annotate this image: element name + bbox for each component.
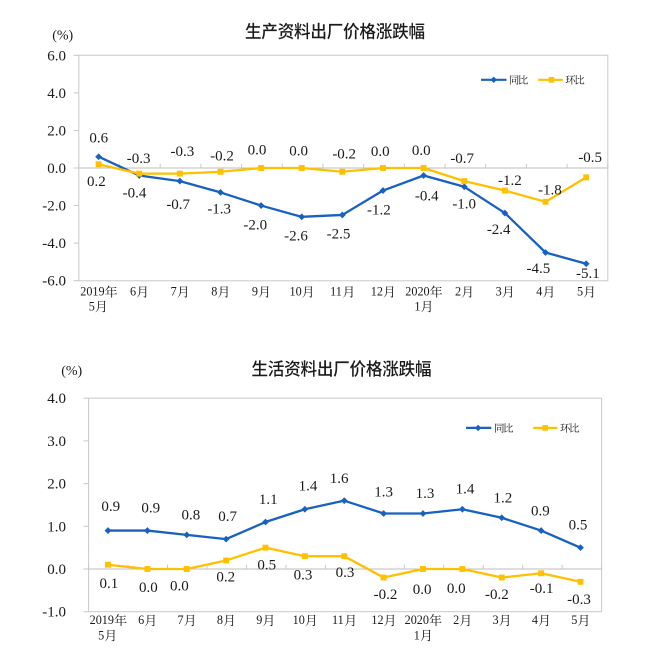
svg-text:5: 5 <box>89 299 95 313</box>
svg-text:-0.2: -0.2 <box>210 148 234 164</box>
svg-text:1.6: 1.6 <box>330 471 349 487</box>
svg-text:0.0: 0.0 <box>47 161 66 177</box>
svg-text:1: 1 <box>414 299 420 313</box>
svg-text:-1.0: -1.0 <box>42 605 66 621</box>
svg-text:0.5: 0.5 <box>569 517 588 533</box>
svg-text:0.2: 0.2 <box>216 570 235 586</box>
svg-text:11: 11 <box>332 613 344 627</box>
svg-text:-1.2: -1.2 <box>498 173 522 189</box>
svg-text:1.0: 1.0 <box>47 519 66 535</box>
svg-text:0.5: 0.5 <box>257 558 276 574</box>
svg-text:5: 5 <box>98 628 104 642</box>
svg-text:-0.7: -0.7 <box>450 151 474 167</box>
svg-text:-2.0: -2.0 <box>243 217 267 233</box>
svg-text:-1.0: -1.0 <box>452 197 476 213</box>
svg-text:(%): (%) <box>52 28 73 43</box>
svg-text:2: 2 <box>455 285 461 299</box>
svg-text:4.0: 4.0 <box>47 86 66 102</box>
svg-text:7: 7 <box>171 285 177 299</box>
svg-text:5: 5 <box>577 285 583 299</box>
svg-text:1: 1 <box>414 628 420 642</box>
svg-text:0.6: 0.6 <box>89 130 108 146</box>
svg-text:0.0: 0.0 <box>371 144 390 160</box>
svg-text:10: 10 <box>289 285 301 299</box>
svg-text:2020: 2020 <box>405 285 429 299</box>
svg-text:-6.0: -6.0 <box>42 274 66 290</box>
svg-text:2020: 2020 <box>405 613 429 627</box>
svg-text:1.3: 1.3 <box>416 486 435 502</box>
svg-text:-0.2: -0.2 <box>332 147 356 163</box>
svg-text:-0.4: -0.4 <box>123 186 147 202</box>
svg-text:-1.3: -1.3 <box>207 201 231 217</box>
svg-text:-0.2: -0.2 <box>485 587 509 603</box>
svg-text:6: 6 <box>130 285 136 299</box>
svg-text:-0.1: -0.1 <box>530 581 554 597</box>
svg-text:0.2: 0.2 <box>87 174 106 190</box>
svg-text:0.0: 0.0 <box>170 579 189 595</box>
svg-text:0.1: 0.1 <box>100 576 119 592</box>
svg-text:0.9: 0.9 <box>101 499 120 515</box>
svg-text:-2.4: -2.4 <box>487 222 511 238</box>
svg-text:1.3: 1.3 <box>374 484 393 500</box>
svg-text:10: 10 <box>293 613 305 627</box>
svg-text:2.0: 2.0 <box>47 477 66 493</box>
svg-text:-0.3: -0.3 <box>567 592 591 608</box>
svg-text:-1.8: -1.8 <box>538 182 562 198</box>
svg-text:0.0: 0.0 <box>447 581 466 597</box>
svg-text:-0.5: -0.5 <box>578 150 602 166</box>
svg-text:3: 3 <box>493 613 499 627</box>
svg-text:1.2: 1.2 <box>494 491 513 507</box>
svg-text:9: 9 <box>252 285 258 299</box>
svg-text:0.3: 0.3 <box>294 567 313 583</box>
svg-text:8: 8 <box>211 285 217 299</box>
svg-text:-4.0: -4.0 <box>42 236 66 252</box>
svg-text:7: 7 <box>178 613 184 627</box>
svg-text:-0.7: -0.7 <box>166 197 190 213</box>
svg-text:1.1: 1.1 <box>259 492 278 508</box>
svg-text:1.4: 1.4 <box>299 479 318 495</box>
svg-text:-2.0: -2.0 <box>42 199 66 215</box>
svg-text:-5.1: -5.1 <box>576 266 600 282</box>
svg-text:6: 6 <box>138 613 144 627</box>
svg-text:-0.3: -0.3 <box>127 151 151 167</box>
svg-text:0.0: 0.0 <box>412 143 431 159</box>
svg-text:0.0: 0.0 <box>248 143 267 159</box>
svg-text:2.0: 2.0 <box>47 123 66 139</box>
svg-text:0.0: 0.0 <box>289 143 308 159</box>
svg-text:11: 11 <box>330 285 342 299</box>
svg-text:3.0: 3.0 <box>47 434 66 450</box>
svg-text:-2.5: -2.5 <box>327 226 351 242</box>
svg-text:(%): (%) <box>61 364 82 379</box>
svg-text:0.9: 0.9 <box>141 501 160 517</box>
svg-text:2019: 2019 <box>90 613 114 627</box>
svg-text:4: 4 <box>536 285 542 299</box>
svg-text:0.7: 0.7 <box>218 509 237 525</box>
svg-text:-0.4: -0.4 <box>415 188 439 204</box>
svg-text:0.0: 0.0 <box>47 562 66 578</box>
svg-text:2: 2 <box>453 613 459 627</box>
svg-text:12: 12 <box>371 613 383 627</box>
svg-text:1.4: 1.4 <box>456 481 475 497</box>
svg-text:0.8: 0.8 <box>182 508 201 524</box>
svg-text:3: 3 <box>496 285 502 299</box>
svg-text:0.3: 0.3 <box>336 565 355 581</box>
svg-text:0.9: 0.9 <box>531 504 550 520</box>
svg-text:-0.2: -0.2 <box>374 587 398 603</box>
svg-text:2019: 2019 <box>80 285 104 299</box>
svg-text:4: 4 <box>532 613 538 627</box>
svg-text:8: 8 <box>217 613 223 627</box>
svg-text:-2.6: -2.6 <box>284 229 308 245</box>
svg-text:0.0: 0.0 <box>413 582 432 598</box>
svg-text:4.0: 4.0 <box>47 391 66 407</box>
svg-text:-0.3: -0.3 <box>171 144 195 160</box>
svg-text:6.0: 6.0 <box>47 48 66 64</box>
svg-text:9: 9 <box>256 613 262 627</box>
svg-text:5: 5 <box>571 613 577 627</box>
svg-text:-1.2: -1.2 <box>367 202 391 218</box>
svg-text:12: 12 <box>371 285 383 299</box>
svg-text:0.0: 0.0 <box>139 580 158 596</box>
svg-text:-4.5: -4.5 <box>527 261 551 277</box>
